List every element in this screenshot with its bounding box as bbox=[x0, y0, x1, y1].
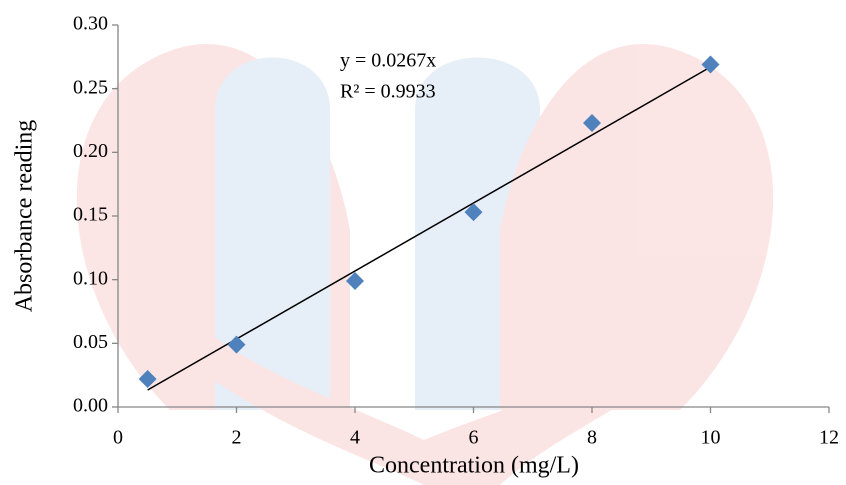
x-tick-label: 6 bbox=[469, 427, 479, 449]
y-tick-label: 0.15 bbox=[73, 204, 108, 226]
y-tick-label: 0.30 bbox=[73, 13, 108, 35]
point bbox=[464, 203, 483, 222]
point bbox=[138, 369, 157, 388]
point bbox=[346, 271, 364, 290]
x-tick-label: 4 bbox=[350, 427, 360, 449]
x-tick-label: 2 bbox=[232, 427, 242, 449]
y-tick-label: 0.20 bbox=[73, 140, 108, 162]
trendline bbox=[147, 66, 711, 391]
point bbox=[583, 114, 601, 133]
r-squared: R² = 0.9933 bbox=[340, 81, 436, 103]
point bbox=[701, 55, 720, 74]
trendline-equation: y = 0.0267x bbox=[340, 50, 436, 72]
y-tick-label: 0.10 bbox=[73, 267, 108, 289]
x-tick-label: 10 bbox=[701, 427, 721, 449]
x-tick-label: 8 bbox=[587, 427, 597, 449]
y-axis-title: Absorbance reading bbox=[12, 120, 38, 313]
y-tick-label: 0.05 bbox=[73, 331, 108, 353]
y-tick-label: 0.25 bbox=[73, 76, 108, 98]
y-tick-label: 0.00 bbox=[73, 395, 108, 417]
point bbox=[227, 335, 246, 354]
watermark bbox=[76, 43, 774, 485]
x-tick-label: 0 bbox=[113, 427, 123, 449]
x-tick-label: 12 bbox=[819, 427, 839, 449]
x-axis-title: Concentration (mg/L) bbox=[369, 453, 579, 479]
